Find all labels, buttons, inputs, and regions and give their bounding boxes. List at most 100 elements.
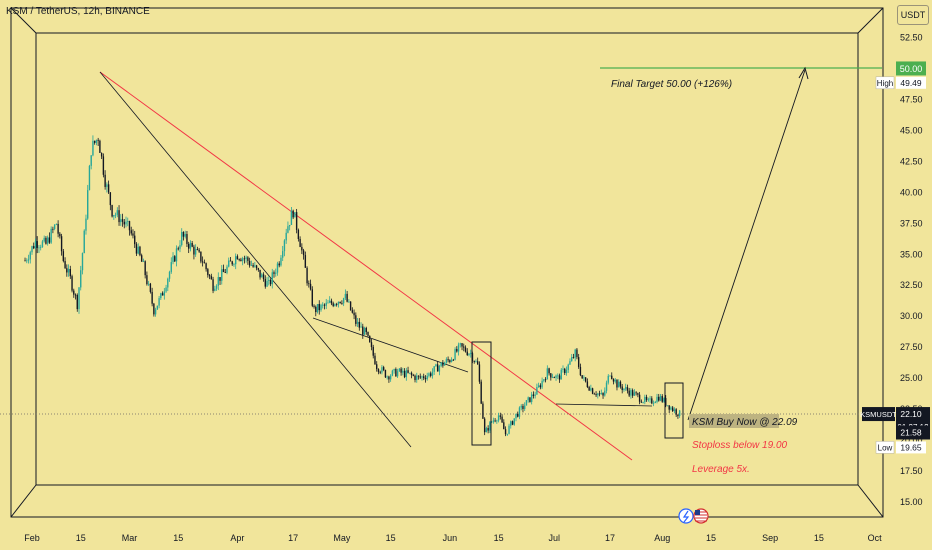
candle-body (219, 277, 221, 281)
candle-body (177, 248, 179, 250)
candle-body (71, 276, 73, 291)
candle-body (656, 396, 658, 402)
candle-body (221, 269, 223, 281)
candle-body (114, 214, 117, 216)
symbol-tag: KSMUSDT (860, 410, 897, 419)
candle-body (577, 357, 580, 367)
candle-body (666, 405, 669, 407)
candle-body (99, 140, 101, 153)
candle-body (544, 379, 547, 381)
candle-body (445, 359, 448, 363)
candle-body (363, 327, 366, 335)
candle-body (626, 387, 629, 391)
candle-body (673, 409, 676, 412)
current-value-box (896, 425, 930, 440)
candle-body (602, 392, 604, 396)
candle-body (677, 414, 679, 417)
candle-body (597, 393, 599, 396)
candle-body (262, 274, 265, 280)
candle-body (93, 140, 96, 143)
candle-body (142, 261, 145, 263)
candle-body (137, 246, 139, 254)
candle-body (226, 266, 228, 273)
candle-body (614, 379, 616, 382)
candle-body (478, 364, 481, 382)
candle-body (476, 361, 479, 365)
candle-body (468, 353, 470, 356)
candle-body (407, 370, 409, 373)
candle-body (395, 369, 397, 377)
low-tag: Low (878, 443, 893, 452)
candle-body (43, 237, 45, 242)
currency-button[interactable]: USDT (897, 5, 929, 25)
candle-body (537, 385, 540, 388)
x-tick-label: 15 (76, 533, 86, 543)
candle-body (659, 396, 662, 401)
candle-body (435, 364, 437, 367)
candle-body (165, 287, 167, 292)
candle-body (139, 246, 141, 256)
candle-body (381, 367, 383, 373)
candle-body (120, 219, 122, 223)
candle-body (456, 349, 458, 352)
candle-body (36, 241, 38, 248)
lightning-event-icon[interactable] (678, 508, 694, 524)
target-price-tag (896, 61, 926, 76)
candle-body (353, 312, 355, 316)
candle-body (238, 259, 240, 261)
candle-body (233, 264, 235, 266)
symbol-header[interactable]: KSM / TetherUS, 12h, BINANCE (6, 6, 150, 17)
candle-body (642, 402, 644, 403)
candle-body (623, 388, 625, 391)
candle-body (80, 270, 82, 288)
candle-body (111, 205, 113, 217)
lightning-bolt-icon (682, 510, 690, 523)
candle-body (304, 255, 307, 268)
candle-body (234, 256, 237, 265)
candle-body (665, 398, 667, 406)
candle-body (652, 402, 655, 404)
candle-body (149, 283, 152, 292)
x-tick-label: May (333, 533, 351, 543)
candle-body (424, 378, 427, 380)
y-tick-label: 52.50 (900, 33, 923, 43)
candle-body (480, 381, 482, 404)
candle-body (144, 261, 146, 276)
candle-body (172, 256, 174, 263)
candle-body (236, 256, 239, 260)
candle-body (421, 376, 423, 378)
candle-body (287, 226, 289, 233)
candle-body (24, 260, 26, 262)
candle-body (151, 291, 153, 304)
candle-body (598, 393, 601, 395)
candle-body (496, 420, 498, 422)
x-tick-label: 17 (605, 533, 615, 543)
candle-body (586, 381, 589, 388)
x-tick-label: 17 (288, 533, 298, 543)
candle-body (362, 326, 364, 335)
y-tick-label: 45.00 (900, 125, 923, 135)
candle-body (247, 257, 249, 261)
candle-body (525, 400, 528, 406)
candle-body (132, 233, 134, 236)
candle-body (591, 388, 594, 394)
candle-body (663, 398, 665, 402)
x-tick-label: 15 (386, 533, 396, 543)
candle-body (273, 272, 275, 274)
candle-body (26, 260, 28, 262)
candle-body (675, 409, 677, 415)
leverage-label: Leverage 5x. (692, 464, 750, 475)
candle-body (442, 362, 444, 366)
candle-body (102, 156, 105, 175)
candle-body (564, 368, 566, 374)
candle-body (240, 259, 242, 262)
candle-body (470, 353, 472, 355)
target-arrowhead (798, 66, 809, 80)
candle-body (581, 375, 583, 379)
target-price-value: 50.00 (900, 64, 923, 74)
high-value-box (896, 76, 926, 89)
candle-body (562, 368, 564, 370)
candle-body (386, 376, 388, 378)
breakdown-box (471, 341, 492, 446)
